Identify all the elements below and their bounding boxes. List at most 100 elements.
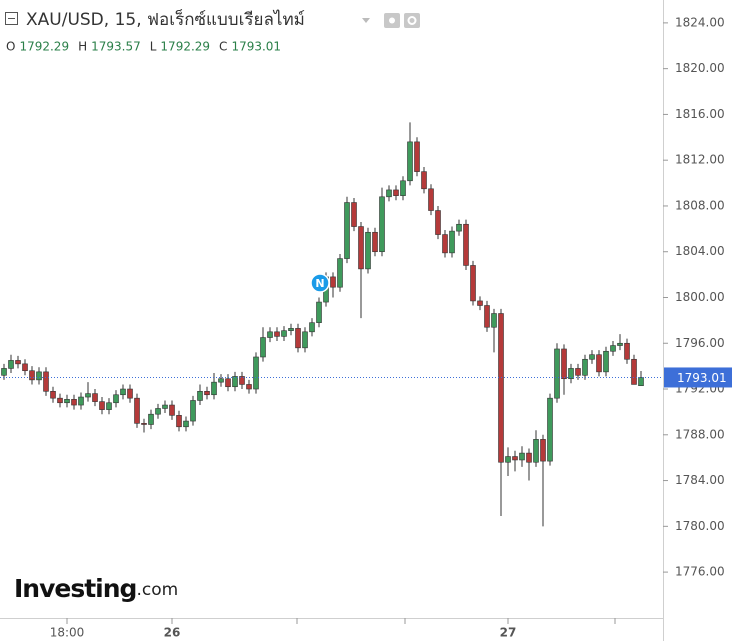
candle-body <box>498 313 504 463</box>
candle-body <box>554 348 560 399</box>
dropdown-icon[interactable] <box>362 18 370 23</box>
candle-body <box>260 337 266 358</box>
candle-body <box>589 354 595 360</box>
candle-body <box>190 400 196 422</box>
visibility-icon <box>389 17 395 24</box>
last-price-box <box>664 367 732 388</box>
y-tick-label: 1804.00 <box>675 244 725 258</box>
candle-body <box>505 456 511 463</box>
candle-body <box>85 393 91 398</box>
legend-value: 1792.29 <box>160 40 210 54</box>
y-tick-label: 1788.00 <box>675 427 725 441</box>
candle-body <box>155 408 161 415</box>
candle-body <box>582 358 588 376</box>
candle-body <box>603 350 609 373</box>
candle-body <box>610 345 616 352</box>
candle-body <box>337 258 343 288</box>
y-tick-label: 1820.00 <box>675 61 725 75</box>
legend-letter: O <box>6 40 15 54</box>
candle-body <box>113 394 119 404</box>
candle-body <box>407 141 413 182</box>
candle-body <box>477 300 483 306</box>
candle-body <box>638 377 644 387</box>
y-tick-label: 1808.00 <box>675 198 725 212</box>
candle-body <box>267 331 273 338</box>
candle-body <box>92 393 98 402</box>
candle-body <box>568 368 574 380</box>
candle-body <box>316 301 322 323</box>
chart-title: XAU/USD, 15, ฟอเร็กซ์แบบเรียลไทม์ <box>26 8 305 30</box>
candle-body <box>162 404 168 409</box>
candle-body <box>29 370 35 381</box>
candle-body <box>148 413 154 425</box>
candle-body <box>141 423 147 425</box>
candle-body <box>225 378 231 388</box>
candle-body <box>22 363 28 372</box>
candle-body <box>344 202 350 259</box>
logo: Investing.com <box>14 574 178 603</box>
candle-body <box>281 330 287 337</box>
x-tick-label: 26 <box>164 626 181 640</box>
candle-body <box>43 371 49 392</box>
candle-body <box>526 452 532 463</box>
candle-body <box>421 171 427 190</box>
candle-body <box>120 388 126 396</box>
candle-body <box>386 189 392 198</box>
candle-body <box>470 265 476 302</box>
candle-body <box>365 231 371 270</box>
legend-letter: L <box>150 40 157 54</box>
logo-suffix: .com <box>136 580 178 600</box>
candle-body <box>246 384 252 390</box>
y-tick-label: 1796.00 <box>675 336 725 350</box>
candle-body <box>442 234 448 254</box>
candle-body <box>218 378 224 383</box>
candle-body <box>127 388 133 399</box>
candle-body <box>540 439 546 462</box>
last-price-label: 1793.01 <box>677 371 727 385</box>
y-tick-label: 1816.00 <box>675 107 725 121</box>
candle-body <box>211 381 217 396</box>
candle-body <box>596 354 602 373</box>
candle-body <box>295 328 301 349</box>
candle-body <box>449 230 455 254</box>
candle-body <box>183 420 189 428</box>
candle-body <box>435 210 441 235</box>
candle-body <box>99 401 105 410</box>
x-tick-label: 18:00 <box>50 626 85 640</box>
candle-body <box>204 391 210 396</box>
collapse-icon[interactable] <box>5 12 18 25</box>
legend-value: 1793.57 <box>91 40 141 54</box>
candle-body <box>36 371 42 381</box>
candle-body <box>64 399 70 404</box>
candle-body <box>456 223 462 232</box>
legend-letter: H <box>78 40 87 54</box>
y-tick-label: 1780.00 <box>675 519 725 533</box>
legend-letter: C <box>219 40 227 54</box>
news-badge-label: N <box>315 277 324 290</box>
candle-body <box>575 368 581 376</box>
candle-body <box>330 276 336 288</box>
candle-body <box>372 231 378 253</box>
y-tick-label: 1784.00 <box>675 473 725 487</box>
candle-body <box>414 141 420 172</box>
candle-body <box>71 399 77 406</box>
candle-body <box>512 456 518 461</box>
candle-body <box>561 348 567 380</box>
candle-body <box>302 331 308 349</box>
news-badge[interactable] <box>310 273 330 293</box>
candle-body <box>484 305 490 328</box>
y-tick-label: 1812.00 <box>675 153 725 167</box>
candle-body <box>624 342 630 360</box>
candle-body <box>15 360 21 365</box>
candle-body <box>8 360 14 369</box>
candle-body <box>274 331 280 337</box>
settings-icon[interactable] <box>404 13 420 28</box>
candle-body <box>106 402 112 410</box>
candle-body <box>239 376 245 385</box>
candle-body <box>78 396 84 406</box>
candle-body <box>393 189 399 196</box>
candle-body <box>288 328 294 331</box>
y-tick-label: 1776.00 <box>675 565 725 579</box>
candle-body <box>463 223 469 266</box>
